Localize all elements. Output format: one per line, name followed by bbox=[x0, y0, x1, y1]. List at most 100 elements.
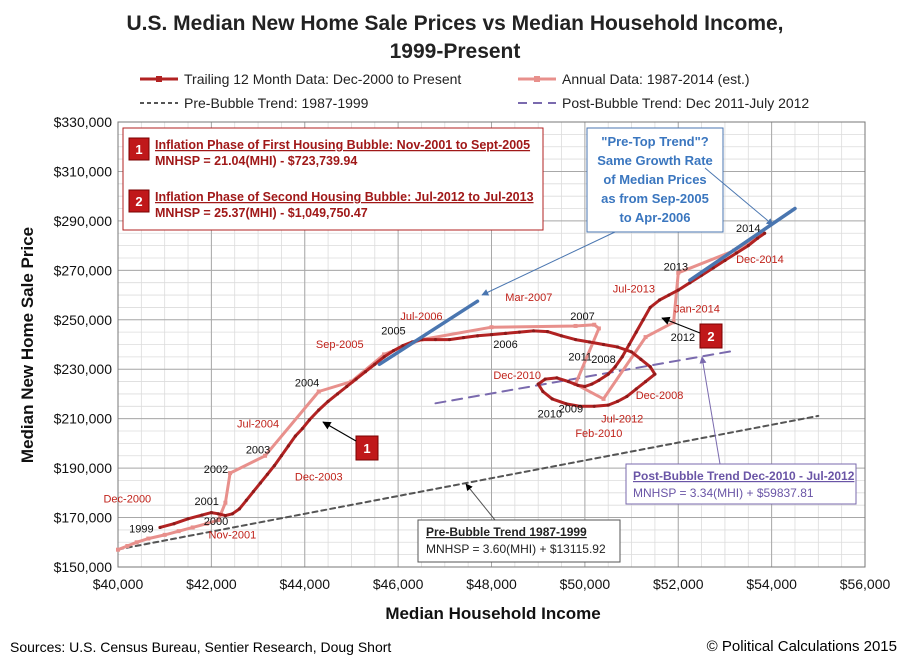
year-label: 2003 bbox=[246, 444, 270, 456]
data-point bbox=[601, 396, 606, 401]
year-label: 2005 bbox=[381, 326, 405, 338]
data-point bbox=[597, 378, 601, 382]
data-point bbox=[335, 392, 340, 396]
y-tick-label: $290,000 bbox=[54, 213, 113, 229]
month-label: Nov-2001 bbox=[209, 530, 257, 542]
data-point bbox=[601, 342, 606, 347]
y-tick-label: $310,000 bbox=[54, 163, 113, 179]
legend-marker bbox=[156, 76, 162, 82]
data-point bbox=[293, 434, 298, 438]
data-point bbox=[244, 498, 248, 502]
data-point bbox=[162, 532, 167, 537]
x-tick-label: $46,000 bbox=[373, 576, 424, 592]
marker-badge-2 bbox=[699, 323, 723, 349]
data-point bbox=[543, 377, 547, 381]
data-point bbox=[573, 323, 578, 328]
x-tick-label: $50,000 bbox=[560, 576, 611, 592]
data-point bbox=[251, 489, 255, 494]
month-label: Feb-2010 bbox=[575, 428, 622, 440]
data-point bbox=[555, 376, 559, 380]
data-point bbox=[391, 349, 396, 353]
data-point bbox=[223, 500, 228, 505]
legend-label: Annual Data: 1987-2014 (est.) bbox=[562, 71, 750, 87]
year-label: 2008 bbox=[591, 354, 615, 366]
month-label: Dec-2008 bbox=[636, 390, 684, 402]
data-point bbox=[559, 334, 564, 338]
month-label: Dec-2000 bbox=[103, 494, 151, 506]
data-point bbox=[763, 231, 767, 235]
year-label: 2000 bbox=[204, 516, 228, 528]
data-point bbox=[653, 372, 657, 376]
prebubble-trend-box bbox=[417, 519, 621, 563]
pretop-trend-text: Same Growth Rate bbox=[597, 153, 713, 168]
prebubble-trend-title: Pre-Bubble Trend 1987-1999 bbox=[426, 525, 587, 539]
year-label: 2014 bbox=[736, 223, 760, 235]
data-point bbox=[627, 342, 631, 347]
data-point bbox=[125, 543, 130, 548]
marker-arrow-1 bbox=[322, 421, 357, 442]
data-point bbox=[461, 335, 466, 340]
data-point bbox=[272, 464, 277, 468]
data-point bbox=[475, 334, 480, 338]
chart-title-line: 1999-Present bbox=[390, 40, 521, 63]
y-tick-label: $150,000 bbox=[54, 559, 113, 575]
sources-text: Sources: U.S. Census Bureau, Sentier Res… bbox=[10, 639, 392, 655]
data-point bbox=[279, 454, 284, 458]
annotation-bubbles-box bbox=[122, 127, 544, 231]
data-point bbox=[307, 418, 312, 422]
data-point bbox=[258, 481, 262, 485]
data-point bbox=[373, 362, 377, 366]
data-point bbox=[536, 382, 540, 386]
data-point bbox=[583, 384, 587, 389]
month-label: Jul-2006 bbox=[400, 311, 442, 323]
marker-arrow-2 bbox=[661, 316, 701, 334]
data-point bbox=[489, 325, 494, 330]
data-point bbox=[592, 322, 597, 327]
data-point bbox=[382, 352, 387, 357]
legend-label: Pre-Bubble Trend: 1987-1999 bbox=[184, 95, 369, 111]
bubble-number-text: 1 bbox=[135, 142, 142, 157]
data-point bbox=[667, 293, 671, 297]
data-point bbox=[172, 522, 176, 526]
bubble-phase-formula: MNHSP = 21.04(MHI) - $723,739.94 bbox=[155, 154, 357, 168]
marker-badge-2-text: 2 bbox=[707, 329, 714, 344]
bubble-phase-title: Inflation Phase of Second Housing Bubble… bbox=[155, 190, 534, 204]
year-label: 2001 bbox=[194, 496, 218, 508]
data-point bbox=[634, 387, 638, 391]
data-point bbox=[209, 511, 213, 515]
prebubble-trend-formula: MNHSP = 3.60(MHI) + $13115.92 bbox=[426, 542, 606, 556]
postbubble-arrow bbox=[699, 356, 721, 465]
data-point bbox=[648, 305, 652, 310]
bubble-number-text: 2 bbox=[135, 194, 142, 209]
data-point bbox=[433, 337, 438, 342]
data-point bbox=[596, 326, 601, 331]
data-point bbox=[517, 330, 522, 334]
plot-border bbox=[117, 121, 866, 568]
data-point bbox=[590, 382, 594, 386]
data-point bbox=[230, 512, 234, 516]
data-point bbox=[531, 329, 536, 333]
pretop-trend-box bbox=[586, 127, 724, 233]
y-tick-label: $190,000 bbox=[54, 460, 113, 476]
legend-label: Trailing 12 Month Data: Dec-2000 to Pres… bbox=[184, 71, 461, 87]
postbubble-trend-formula: MNHSP = 3.34(MHI) + $59837.81 bbox=[633, 486, 814, 500]
data-point bbox=[116, 547, 120, 552]
year-label: 2013 bbox=[664, 261, 688, 273]
year-label: 2007 bbox=[570, 311, 594, 323]
copyright-text: © Political Calculations 2015 bbox=[706, 638, 897, 655]
data-point bbox=[216, 512, 220, 516]
data-point bbox=[688, 281, 692, 285]
data-point bbox=[363, 370, 368, 374]
data-point bbox=[629, 350, 634, 354]
data-point bbox=[541, 389, 545, 394]
data-point bbox=[573, 337, 578, 342]
series-line-6 bbox=[688, 206, 797, 282]
data-point bbox=[345, 384, 349, 389]
bubble-phase-title: Inflation Phase of First Housing Bubble:… bbox=[155, 138, 530, 152]
series-line-3 bbox=[117, 414, 820, 551]
pretop-trend-text: of Median Prices bbox=[603, 172, 706, 187]
data-point bbox=[676, 288, 680, 292]
data-point bbox=[204, 521, 209, 526]
month-label: Mar-2007 bbox=[505, 292, 552, 304]
